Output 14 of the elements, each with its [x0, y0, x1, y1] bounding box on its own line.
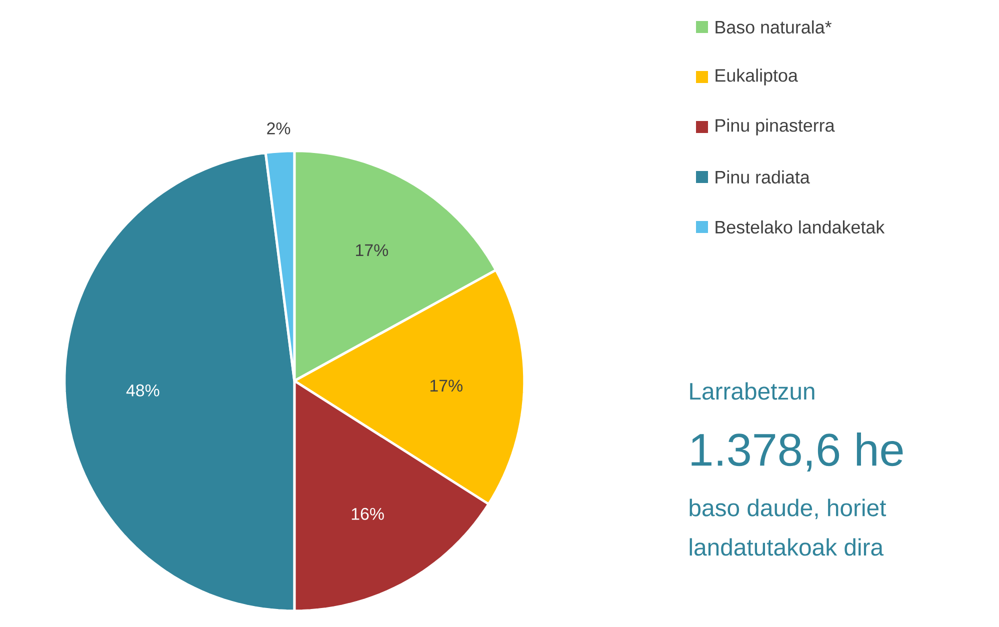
legend-label: Eukaliptoa	[716, 68, 798, 86]
legend-label: Baso naturala*	[716, 20, 832, 34]
legend-label: Bestelako landaketak	[716, 220, 885, 234]
data-label: 16%	[352, 508, 384, 520]
text: baso daude, horiet	[690, 498, 886, 520]
legend-label: Pinu radiata	[716, 170, 810, 184]
data-label: 17%	[430, 380, 462, 392]
data-label: 2%	[267, 122, 290, 134]
data-label: 48%	[126, 384, 160, 396]
legend-label: Pinu pinasterra	[716, 118, 835, 136]
text: landatutakoak dira	[690, 538, 884, 556]
text: Larrabetzun	[690, 382, 814, 400]
text: 1.378,6 he	[692, 432, 903, 472]
data-label: 17%	[356, 244, 388, 256]
